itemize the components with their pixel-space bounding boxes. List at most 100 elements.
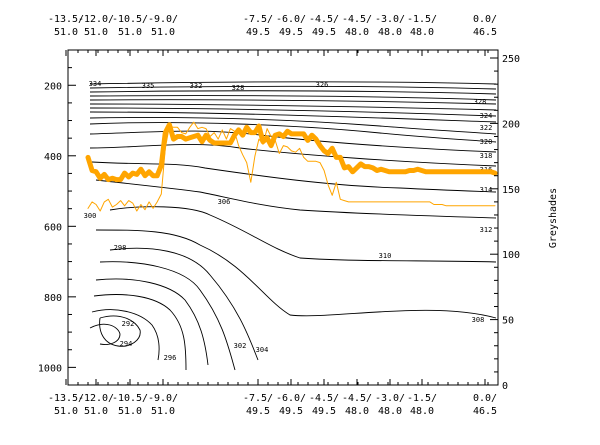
bottom-tick-lat: 48.0	[378, 406, 402, 417]
bottom-tick-lat: 51.0	[84, 406, 108, 417]
right-tick-label: 0	[502, 381, 508, 392]
contour-line	[89, 122, 497, 143]
top-tick-lon: -10.5/	[112, 14, 148, 25]
bottom-tick-lon: -6.0/	[276, 393, 306, 404]
top-tick-lon: -13.5/	[48, 14, 84, 25]
left-tick-label: 200	[44, 81, 62, 92]
top-tick-lat: 51.0	[118, 27, 142, 38]
bottom-tick-lon: -1.5/	[407, 393, 437, 404]
top-tick-lat: 49.5	[279, 27, 303, 38]
top-tick-lat: 48.0	[378, 27, 402, 38]
top-tick-lon: -1.5/	[407, 14, 437, 25]
top-tick-lon: -3.0/	[375, 14, 405, 25]
contour-line	[99, 315, 141, 347]
bottom-tick-lat: 49.5	[279, 406, 303, 417]
top-tick-lat: 49.5	[312, 27, 336, 38]
contour-label: 298	[114, 244, 127, 252]
bottom-tick-lat: 48.0	[410, 406, 434, 417]
bottom-tick-lat: 49.5	[246, 406, 270, 417]
bottom-tick-lon: -4.5/	[309, 393, 339, 404]
top-tick-lat: 48.0	[345, 27, 369, 38]
contour-line	[95, 278, 209, 366]
bottom-tick-lat: 46.5	[473, 406, 497, 417]
contour-line	[89, 85, 497, 90]
bottom-tick-lat: 51.0	[54, 406, 78, 417]
contour-label: 296	[164, 354, 177, 362]
top-tick-lon: -6.0/	[276, 14, 306, 25]
top-tick-lat: 49.5	[246, 27, 270, 38]
contour-line	[89, 103, 497, 111]
contour-line	[99, 261, 236, 371]
contour-label: 324	[480, 112, 493, 120]
bottom-tick-lon: -13.5/	[48, 393, 84, 404]
contour-line	[89, 90, 497, 95]
series-line-thin	[87, 121, 496, 212]
contour-label: 306	[218, 198, 231, 206]
bottom-tick-lat: 51.0	[118, 406, 142, 417]
contour-label: 308	[472, 316, 485, 324]
contour-line	[89, 323, 121, 345]
contour-line	[89, 99, 497, 105]
contour-label: 314	[480, 186, 493, 194]
bottom-tick-lon: -3.0/	[375, 393, 405, 404]
contour-label: 304	[256, 346, 269, 354]
contour-label: 332	[190, 82, 203, 90]
contour-line	[109, 247, 259, 361]
contour-line	[95, 229, 497, 319]
series-line-thick	[85, 122, 498, 183]
contour-line	[89, 107, 497, 117]
top-tick-lon: 0.0/	[473, 14, 497, 25]
bottom-tick-lon: -9.0/	[148, 393, 178, 404]
right-tick-label: 150	[502, 185, 520, 196]
contour-line	[89, 111, 497, 123]
top-tick-lat: 51.0	[84, 27, 108, 38]
contour-label: 322	[480, 124, 493, 132]
top-tick-lat: 46.5	[473, 27, 497, 38]
contour-label: 320	[480, 138, 493, 146]
bottom-tick-lon: -4.5/	[342, 393, 372, 404]
series-layer	[85, 121, 498, 212]
contour-label: 318	[480, 152, 493, 160]
bottom-tick-lon: -10.5/	[112, 393, 148, 404]
top-tick-lat: 51.0	[54, 27, 78, 38]
contour-label: 310	[379, 252, 392, 260]
contour-line	[109, 206, 497, 263]
contour-label: 300	[84, 212, 97, 220]
contour-label: 335	[142, 82, 155, 90]
contour-label: 328	[474, 98, 487, 106]
contour-line	[95, 179, 497, 219]
right-tick-label: 50	[502, 316, 514, 327]
bottom-tick-lat: 48.0	[345, 406, 369, 417]
contour-labels: 334 335 332 328 3263283243223203183163143123…	[84, 80, 493, 362]
right-tick-label: 200	[502, 119, 520, 130]
contour-line	[93, 294, 187, 371]
right-tick-label: 250	[502, 54, 520, 65]
contour-label: 334	[89, 80, 102, 88]
right-tick-label: 100	[502, 250, 520, 261]
axes-layer: 200 400 600 800 1000 0 50 100 150 200 250 -13.5/51.…	[38, 14, 520, 417]
contour-line	[89, 81, 497, 85]
top-tick-lon: -9.0/	[148, 14, 178, 25]
bottom-tick-lon: -7.5/	[243, 393, 273, 404]
bottom-tick-lat: 51.0	[151, 406, 175, 417]
contour-line	[89, 95, 497, 101]
bottom-tick-lon: -12.0/	[78, 393, 114, 404]
top-tick-lat: 48.0	[410, 27, 434, 38]
contour-label: 326	[316, 81, 329, 89]
top-tick-lon: -7.5/	[243, 14, 273, 25]
left-tick-label: 600	[44, 222, 62, 233]
contour-lines	[89, 81, 497, 371]
contour-label: 292	[122, 320, 135, 328]
contour-label: 294	[120, 340, 133, 348]
top-tick-lon: -4.5/	[342, 14, 372, 25]
top-tick-lat: 51.0	[151, 27, 175, 38]
contour-label: 302	[234, 342, 247, 350]
contour-line	[89, 117, 497, 135]
left-tick-label: 400	[44, 152, 62, 163]
contour-line	[91, 309, 160, 361]
top-tick-lon: -12.0/	[78, 14, 114, 25]
contour-label: 328	[232, 84, 245, 92]
contour-label: 312	[480, 226, 493, 234]
